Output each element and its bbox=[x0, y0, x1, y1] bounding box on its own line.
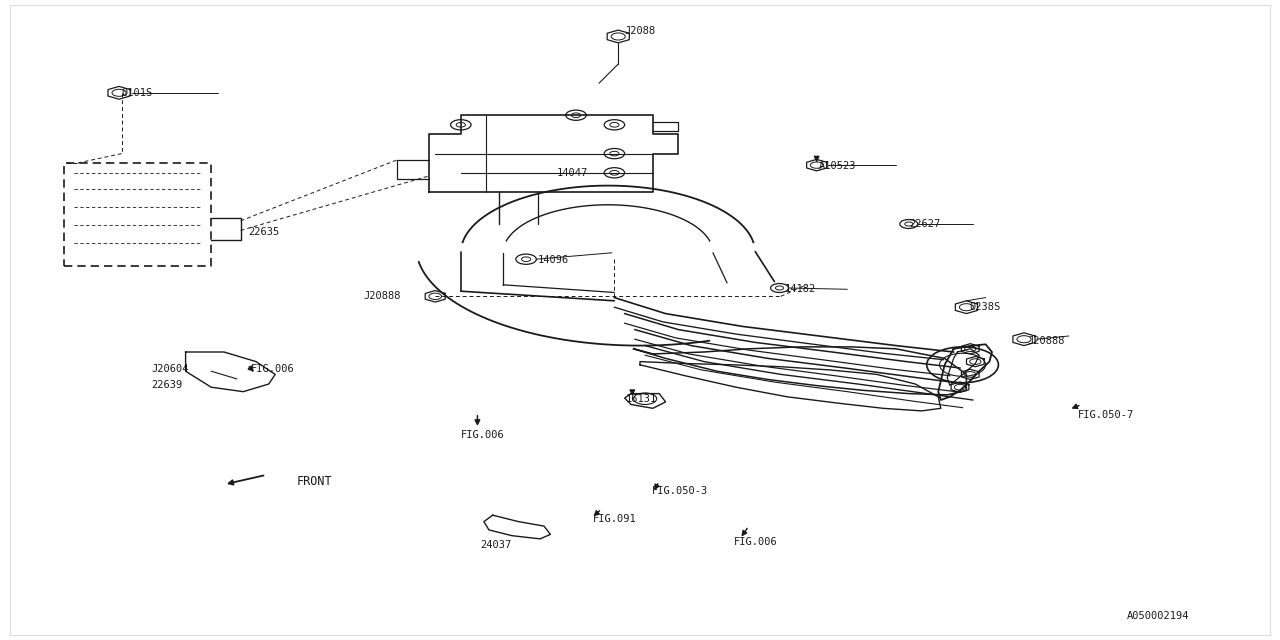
Text: FIG.050-7: FIG.050-7 bbox=[1078, 410, 1134, 420]
Text: A10523: A10523 bbox=[819, 161, 856, 172]
Text: FIG.050-3: FIG.050-3 bbox=[652, 486, 708, 496]
Text: J20888: J20888 bbox=[364, 291, 401, 301]
Text: 14096: 14096 bbox=[538, 255, 568, 266]
Text: 0238S: 0238S bbox=[969, 302, 1000, 312]
Text: 0101S: 0101S bbox=[122, 88, 152, 98]
Text: FIG.091: FIG.091 bbox=[593, 514, 636, 524]
Text: J20604: J20604 bbox=[151, 364, 188, 374]
Text: 16131: 16131 bbox=[626, 394, 657, 404]
Text: J20888: J20888 bbox=[1028, 336, 1065, 346]
Text: FIG.006: FIG.006 bbox=[733, 537, 777, 547]
Text: FIG.006: FIG.006 bbox=[461, 430, 504, 440]
Text: 14182: 14182 bbox=[785, 284, 815, 294]
Text: 24037: 24037 bbox=[480, 540, 511, 550]
Text: A050002194: A050002194 bbox=[1126, 611, 1189, 621]
Text: FRONT: FRONT bbox=[297, 476, 333, 488]
Text: 22635: 22635 bbox=[248, 227, 279, 237]
Text: 22627: 22627 bbox=[909, 219, 940, 229]
Text: 14047: 14047 bbox=[557, 168, 588, 178]
Text: FIG.006: FIG.006 bbox=[251, 364, 294, 374]
Text: J2088: J2088 bbox=[625, 26, 655, 36]
Text: 22639: 22639 bbox=[151, 380, 182, 390]
